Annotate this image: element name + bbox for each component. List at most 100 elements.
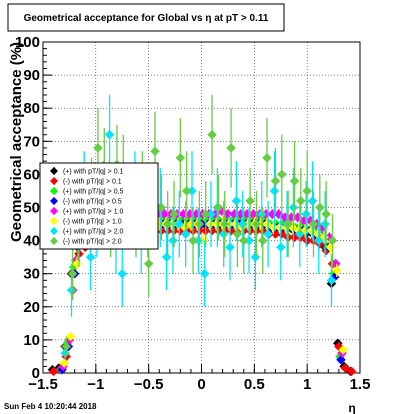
data-point [308, 219, 319, 229]
data-point [336, 354, 346, 365]
data-point [161, 252, 172, 263]
legend-marker [50, 217, 58, 225]
y-tick-label: 70 [23, 133, 40, 150]
data-point [213, 202, 224, 213]
legend-marker [50, 187, 58, 195]
data-point [314, 202, 325, 213]
x-tick-label: 0 [197, 376, 205, 393]
legend-entry: (+) with pT/|q| > 0.1 [50, 167, 124, 176]
x-tick-label: −1 [87, 376, 104, 393]
x-tick-label: −1.5 [28, 376, 58, 393]
data-point [218, 229, 229, 239]
data-point [245, 196, 255, 206]
data-point [199, 268, 210, 279]
data-point [283, 219, 294, 229]
data-point [175, 152, 186, 163]
data-point [263, 229, 273, 239]
y-tick-label: 20 [23, 299, 40, 316]
data-point [117, 268, 128, 279]
chart-title: Geometrical acceptance for Global vs η a… [24, 13, 269, 24]
legend-label: (-) with pT/|q| > 0.5 [63, 199, 122, 206]
data-point [66, 285, 77, 296]
legend-entry: (-) with pT/|q| > 0.5 [50, 197, 122, 206]
data-point [143, 258, 154, 269]
legend-marker [50, 197, 58, 205]
x-axis-title: η [348, 401, 355, 414]
data-point [200, 209, 211, 219]
footer-timestamp: Sun Feb 4 10:20:44 2018 [4, 402, 97, 411]
data-point [162, 219, 173, 229]
data-point [168, 235, 178, 246]
x-tick-label: 0.5 [244, 376, 265, 393]
data-point [331, 265, 342, 276]
legend-label: (-) with pT/|q| > 0.1 [63, 179, 122, 186]
legend-entry: (-) with pT/|q| > 1.0 [50, 217, 122, 226]
data-point [256, 209, 267, 219]
y-tick-label: 90 [23, 67, 40, 84]
data-point [104, 129, 115, 140]
legend-label: (+) with pT/|q| > 2.0 [63, 229, 124, 236]
data-point [270, 176, 281, 186]
data-point [301, 209, 311, 219]
data-point [346, 366, 357, 377]
legend-marker [50, 207, 58, 215]
data-point [338, 344, 348, 355]
legend: (+) with pT/|q| > 0.1 (-) with pT/|q| > 0… [39, 162, 159, 250]
legend-entry: (+) with pT/|q| > 1.0 [50, 207, 124, 216]
data-point [276, 169, 287, 180]
data-point [61, 341, 72, 352]
data-point [250, 252, 261, 263]
legend-marker [50, 167, 58, 175]
legend-label: (-) with pT/|q| > 1.0 [63, 219, 122, 226]
data-point [327, 235, 338, 246]
data-point [85, 252, 96, 263]
y-tick-label: 40 [23, 233, 40, 250]
y-tick-label: 100 [15, 34, 40, 51]
legend-entry: (-) with pT/|q| > 2.0 [50, 237, 122, 246]
data-point [65, 331, 76, 342]
data-point [302, 186, 313, 196]
data-point [194, 219, 205, 229]
legend-label: (-) with pT/|q| > 2.0 [63, 239, 122, 246]
data-point [262, 219, 272, 229]
legend-label: (+) with pT/|q| > 0.1 [63, 169, 124, 176]
data-point [60, 348, 71, 358]
data-point [251, 219, 262, 229]
data-point [93, 143, 103, 153]
data-point [150, 146, 160, 157]
title-box [7, 3, 285, 32]
y-tick-label: 30 [23, 266, 40, 283]
data-point [181, 186, 192, 196]
y-tick-label: 50 [23, 200, 40, 217]
legend-marker [50, 177, 58, 185]
data-point [232, 229, 243, 239]
axis-ticks: −1.5 −1 −0.5 0 0.5 1 1.5 0 10 20 30 40 50 60 70 80 90 100 [15, 34, 370, 393]
x-tick-label: 1.5 [350, 376, 371, 393]
data-point [262, 152, 272, 163]
legend-entry: (+) with pT/|q| > 0.5 [50, 187, 124, 196]
data-point [67, 268, 78, 279]
legend-box [39, 162, 159, 250]
legend-label: (+) with pT/|q| > 1.0 [63, 209, 124, 216]
data-point [275, 242, 286, 253]
data-point [295, 196, 306, 206]
data-point [340, 363, 351, 373]
data-point [174, 219, 185, 229]
data-point [238, 235, 249, 246]
data-point [269, 186, 280, 196]
data-point [313, 235, 324, 246]
legend-entry: (+) with pT/|q| > 2.0 [50, 227, 124, 236]
data-point [320, 219, 330, 229]
data-point [188, 235, 198, 246]
data-point [180, 229, 191, 239]
y-tick-label: 10 [23, 332, 40, 349]
data-point [226, 143, 236, 153]
legend-entry: (-) with pT/|q| > 0.1 [50, 177, 122, 186]
y-axis-title: Geometrical acceptance (%) [8, 42, 25, 242]
data-point [307, 196, 318, 206]
data-point [207, 129, 217, 140]
data-point [219, 219, 230, 229]
data-point [231, 196, 242, 206]
data-point [169, 209, 179, 219]
